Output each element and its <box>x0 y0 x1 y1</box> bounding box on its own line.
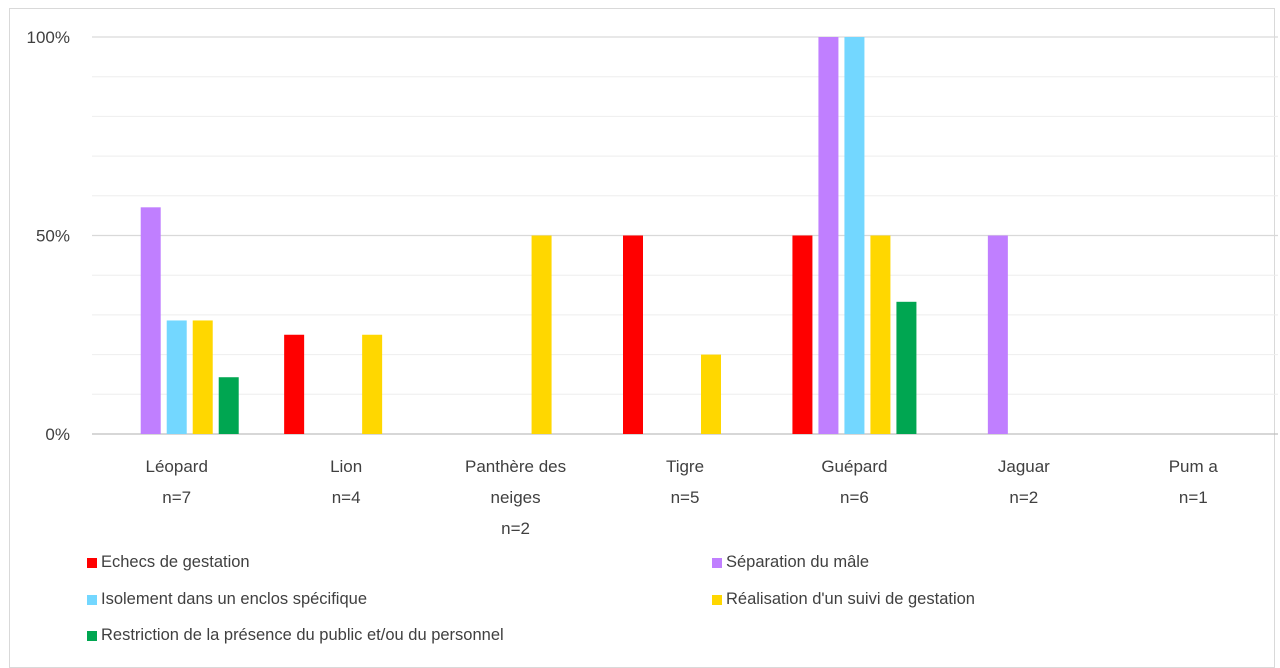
legend-label: Isolement dans un enclos spécifique <box>101 590 367 608</box>
legend-swatch <box>87 594 97 605</box>
legend-item-isolement: Isolement dans un enclos spécifique <box>87 590 367 609</box>
bar <box>870 235 891 434</box>
x-tick-label: n=2 <box>501 519 530 538</box>
x-tick-label: Tigre <box>666 457 704 476</box>
x-tick-label: n=2 <box>1009 488 1038 507</box>
x-tick-label: neiges <box>491 488 541 507</box>
legend-swatch <box>712 557 722 568</box>
legend-swatch <box>87 630 97 641</box>
bar <box>987 235 1008 434</box>
legend-label: Echecs de gestation <box>101 553 250 571</box>
x-tick-label: Guépard <box>821 457 887 476</box>
legend-label: Réalisation d'un suivi de gestation <box>726 590 975 608</box>
bar <box>218 377 239 434</box>
x-tick-label: n=5 <box>671 488 700 507</box>
legend-item-echecs: Echecs de gestation <box>87 553 250 572</box>
x-tick-label: Pum a <box>1169 457 1219 476</box>
bar <box>701 354 721 434</box>
legend-item-suivi: Réalisation d'un suivi de gestation <box>712 590 975 609</box>
legend-label: Restriction de la présence du public et/… <box>101 626 504 644</box>
bar <box>792 235 813 434</box>
x-tick-label: n=4 <box>332 488 361 507</box>
bar <box>818 37 839 434</box>
x-tick-label: Léopard <box>146 457 208 476</box>
bar <box>531 235 552 434</box>
legend-item-restriction: Restriction de la présence du public et/… <box>87 626 504 645</box>
y-tick-label: 100% <box>27 28 70 47</box>
bar <box>166 320 187 434</box>
bar <box>623 235 643 434</box>
x-tick-label: n=7 <box>162 488 191 507</box>
chart-plot-area: 0% 50% 100% Léopard n=7 Lion n=4 Panthère des ne… <box>27 28 1278 538</box>
x-tick-label: Panthère des <box>465 457 566 476</box>
bar <box>192 320 213 434</box>
legend-swatch <box>87 557 97 568</box>
bar <box>140 207 161 434</box>
bar <box>844 37 865 434</box>
x-tick-label: Lion <box>330 457 362 476</box>
bar <box>362 334 383 434</box>
legend-swatch <box>712 594 722 605</box>
legend-label: Séparation du mâle <box>726 553 870 571</box>
bar <box>896 301 917 434</box>
bar <box>284 334 305 434</box>
x-tick-label: n=6 <box>840 488 869 507</box>
x-tick-label: n=1 <box>1179 488 1208 507</box>
legend-item-separation: Séparation du mâle <box>712 553 869 572</box>
y-tick-label: 50% <box>36 227 70 246</box>
y-tick-label: 0% <box>45 425 70 444</box>
chart-legend: Echecs de gestation Séparation du mâle I… <box>0 550 1280 650</box>
x-tick-label: Jaguar <box>998 457 1050 476</box>
